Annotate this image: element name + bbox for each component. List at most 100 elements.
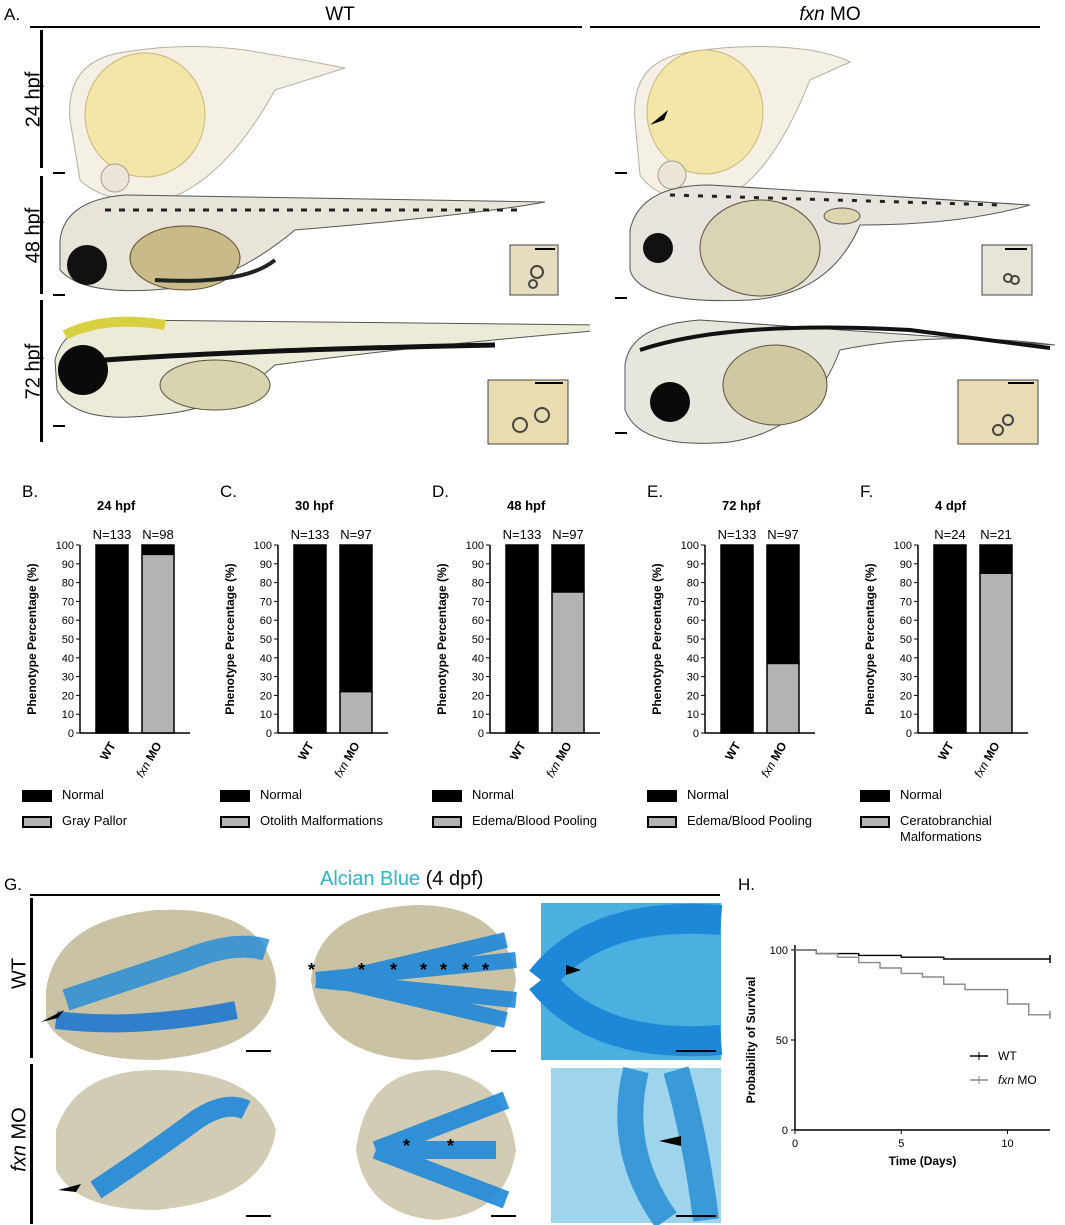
x-category-mo: fxn MO [543,740,574,781]
wt-24hpf-embryo [69,45,346,202]
x-category-wt: WT [722,739,744,763]
mo-ventral-cartilage [356,1070,516,1220]
chart-title: 30 hpf [295,498,334,513]
legend-label: Edema/Blood Pooling [687,813,813,828]
asterisk-marker: * [308,960,316,980]
legend-swatch [220,816,250,828]
g-row-label-wt: WT [8,957,31,990]
n-count-label: N=133 [503,527,542,542]
mo-divider [590,26,1040,28]
panel-g-divider [30,894,720,896]
panel-a-label: A. [4,5,21,24]
wt-closeup-cartilage [529,903,723,1060]
bar-chart-c: C. 30 hpf 0 10 20 30 40 50 60 70 80 90 100 Phenotype … [220,475,420,855]
legend-label: Normal [687,787,729,802]
panel-label: C. [220,482,237,501]
x-category-mo: fxn MO [133,740,164,781]
y-tick-label: 60 [260,615,272,627]
g-row-bar-mo [30,1064,33,1224]
bar-normal [933,544,967,734]
row-bar-72 [40,300,43,442]
y-tick-label: 10 [900,709,912,721]
y-tick-label: 50 [472,634,484,646]
y-tick-label: 70 [472,596,484,608]
bar-normal [339,544,373,693]
y-tick-label: 30 [260,672,272,684]
y-tick-label: 40 [260,653,272,665]
bar-phenotype [141,553,175,734]
y-tick-label: 0 [478,728,484,740]
mo-embryo-images [615,45,1056,445]
y-tick-label: 0 [266,728,272,740]
mo-24hpf-embryo [634,45,852,202]
bar-normal [720,544,754,734]
y-tick-label: 50 [687,634,699,646]
bar-plot-area: 0 10 20 30 40 50 60 70 80 90 100 Phenotype Percenta… [650,527,815,780]
legend-label: Normal [472,787,514,802]
legend-swatch [22,816,52,828]
g-row-bar-wt [30,898,33,1058]
y-tick-label: 10 [260,709,272,721]
bar-phenotype [979,572,1013,734]
y-tick-label: 30 [472,672,484,684]
asterisk-marker: * [482,960,490,980]
mo-72hpf-embryo [624,319,1056,444]
asterisk-marker: * [358,960,366,980]
y-tick-label: 50 [900,634,912,646]
y-tick-label: 80 [62,578,74,590]
n-count-label: N=133 [718,527,757,542]
n-count-label: N=97 [340,527,371,542]
y-tick-label: 60 [687,615,699,627]
legend-label: Normal [260,787,302,802]
asterisk-marker: * [440,960,448,980]
legend-swatch [220,790,250,802]
y-tick-label: 100 [770,945,788,957]
wt-72hpf-embryo [54,316,590,418]
y-tick-label: 90 [472,559,484,571]
legend-swatch [432,790,462,802]
survival-line-mo [795,949,1050,1016]
bar-plot-area: 0 10 20 30 40 50 60 70 80 90 100 Phenotype Percenta… [863,527,1028,781]
legend-swatch [22,790,52,802]
x-tick-label: 0 [792,1138,798,1150]
y-tick-label: 40 [900,653,912,665]
y-tick-label: 50 [776,1035,788,1047]
bar-chart-d: D. 48 hpf 0 10 20 30 40 50 60 70 80 90 100 Phenotype … [432,475,632,855]
survival-chart: 0 50 100 0 5 10 Probability of Survival Time (D… [744,945,1051,1168]
y-tick-label: 30 [687,672,699,684]
y-tick-label: 0 [693,728,699,740]
wt-72hpf-inset [487,379,569,445]
x-category-wt: WT [97,739,119,763]
x-category-wt: WT [935,739,957,763]
legend-label: Malformations [900,829,982,844]
y-tick-label: 40 [472,653,484,665]
y-tick-label: 40 [62,653,74,665]
alcian-blue-images [36,900,723,1225]
legend-label: Gray Pallor [62,813,128,828]
y-tick-label: 50 [62,634,74,646]
bar-chart-e: E. 72 hpf 0 10 20 30 40 50 60 70 80 90 100 Phenotype … [647,475,847,855]
g-row-label-mo: fxn MO [8,1107,31,1172]
y-tick-label: 40 [687,653,699,665]
mo-condition-label: fxn MO [799,4,861,25]
panel-label: B. [22,482,39,501]
legend-swatch [647,816,677,828]
bar-normal [95,544,129,734]
chart-title: 4 dpf [935,498,967,513]
y-axis-label: Phenotype Percentage (%) [25,563,39,714]
asterisk-marker: * [403,1136,411,1156]
panel-label: F. [860,482,874,501]
legend-label: Normal [900,787,942,802]
n-count-label: N=21 [980,527,1011,542]
panel-label: D. [432,482,449,501]
scale-bar [53,172,65,174]
x-category-mo: fxn MO [971,740,1002,781]
row-label-24: 24 hpf [22,71,45,128]
bar-normal [766,544,800,665]
y-tick-label: 100 [254,540,272,552]
legend-swatch [860,816,890,828]
row-label-48: 48 hpf [22,207,45,264]
arrowhead-icon [41,1010,64,1022]
panel-h-label: H. [738,875,755,894]
y-tick-label: 0 [782,1125,788,1137]
